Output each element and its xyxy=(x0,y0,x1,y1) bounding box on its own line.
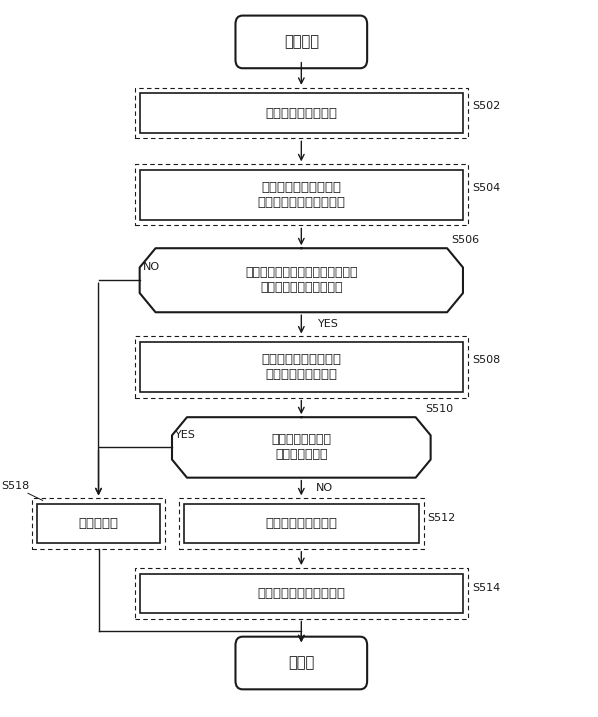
Bar xyxy=(135,336,468,398)
FancyBboxPatch shape xyxy=(236,637,367,689)
Text: S512: S512 xyxy=(428,513,456,523)
Bar xyxy=(135,164,468,225)
Bar xyxy=(179,498,423,549)
Text: NO: NO xyxy=(316,483,333,493)
Text: YES: YES xyxy=(175,429,196,440)
Text: NO: NO xyxy=(142,262,160,272)
Text: 決済識別情報を取得: 決済識別情報を取得 xyxy=(266,107,337,120)
Text: S514: S514 xyxy=(472,583,500,592)
Text: 決済識別情報に紐付く
ポイント情報を特定: 決済識別情報に紐付く ポイント情報を特定 xyxy=(261,353,341,381)
Bar xyxy=(140,93,463,133)
Bar xyxy=(140,574,463,613)
Polygon shape xyxy=(172,417,431,478)
Text: エラー処理: エラー処理 xyxy=(78,517,118,530)
Bar xyxy=(140,170,463,220)
Text: 決済識別情報に紐付く
個体識別情報を読み出し: 決済識別情報に紐付く 個体識別情報を読み出し xyxy=(257,181,345,209)
Bar xyxy=(32,498,165,549)
Text: 処理済みフラグを紐付け: 処理済みフラグを紐付け xyxy=(257,587,345,600)
Text: YES: YES xyxy=(318,319,338,329)
Polygon shape xyxy=(140,248,463,313)
Bar xyxy=(184,504,419,543)
Text: ポイントの後付処理: ポイントの後付処理 xyxy=(266,517,337,530)
Bar xyxy=(135,568,468,619)
FancyBboxPatch shape xyxy=(236,16,367,68)
Text: S506: S506 xyxy=(451,234,480,244)
Text: S504: S504 xyxy=(472,183,500,193)
Text: S510: S510 xyxy=(425,404,453,414)
Text: 処理済みフラグが
紐付いている？: 処理済みフラグが 紐付いている？ xyxy=(271,434,331,462)
Text: エンド: エンド xyxy=(288,655,315,670)
Bar xyxy=(37,504,160,543)
Bar xyxy=(140,342,463,392)
Text: S502: S502 xyxy=(472,101,500,111)
Text: S508: S508 xyxy=(472,355,500,365)
Bar xyxy=(135,87,468,138)
Text: S518: S518 xyxy=(2,481,30,491)
Text: スタート: スタート xyxy=(284,34,319,49)
Text: 読み出した個体識別情報に紐付く
カード識別情報が存在？: 読み出した個体識別情報に紐付く カード識別情報が存在？ xyxy=(245,266,358,294)
